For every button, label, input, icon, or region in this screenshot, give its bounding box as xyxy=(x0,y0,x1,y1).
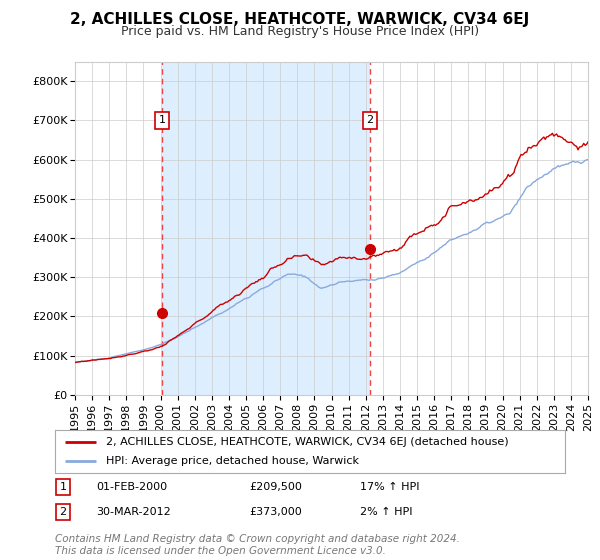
Text: 17% ↑ HPI: 17% ↑ HPI xyxy=(360,482,419,492)
Bar xyxy=(162,62,370,395)
Text: HPI: Average price, detached house, Warwick: HPI: Average price, detached house, Warw… xyxy=(106,456,359,466)
Text: 30-MAR-2012: 30-MAR-2012 xyxy=(96,507,171,517)
Text: Price paid vs. HM Land Registry's House Price Index (HPI): Price paid vs. HM Land Registry's House … xyxy=(121,25,479,38)
Text: 1: 1 xyxy=(158,115,166,125)
Text: £209,500: £209,500 xyxy=(249,482,302,492)
Text: 1: 1 xyxy=(59,482,67,492)
Text: 2: 2 xyxy=(367,115,374,125)
Text: 2, ACHILLES CLOSE, HEATHCOTE, WARWICK, CV34 6EJ (detached house): 2, ACHILLES CLOSE, HEATHCOTE, WARWICK, C… xyxy=(106,437,509,447)
Text: 01-FEB-2000: 01-FEB-2000 xyxy=(96,482,167,492)
Text: Contains HM Land Registry data © Crown copyright and database right 2024.
This d: Contains HM Land Registry data © Crown c… xyxy=(55,534,460,556)
Text: 2: 2 xyxy=(59,507,67,517)
Text: 2, ACHILLES CLOSE, HEATHCOTE, WARWICK, CV34 6EJ: 2, ACHILLES CLOSE, HEATHCOTE, WARWICK, C… xyxy=(70,12,530,27)
Text: £373,000: £373,000 xyxy=(249,507,302,517)
Text: 2% ↑ HPI: 2% ↑ HPI xyxy=(360,507,413,517)
